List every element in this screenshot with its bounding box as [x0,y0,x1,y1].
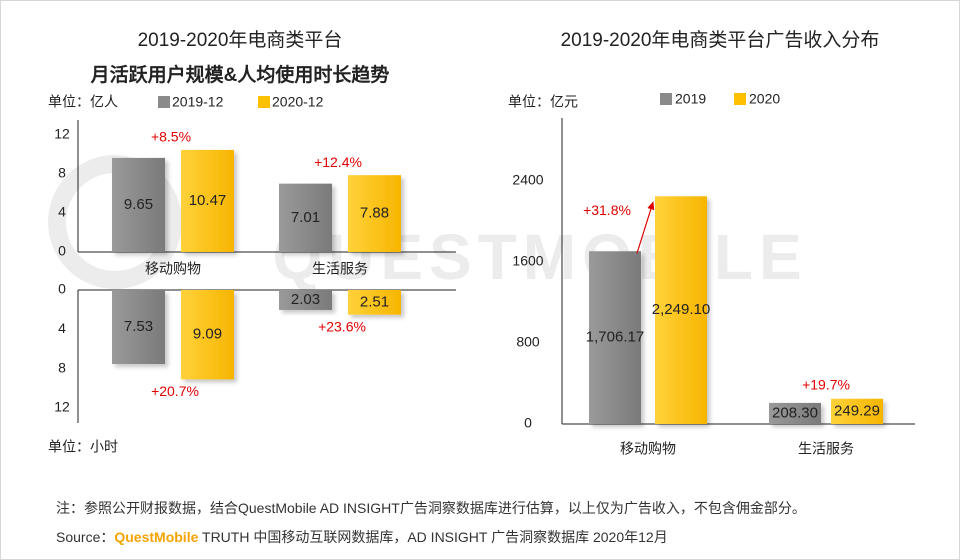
right-growth-arrow [636,201,655,254]
left-lower-tick-label: 8 [58,359,66,375]
right-tick-label: 0 [524,415,532,431]
footnote: 注：参照公开财报数据，结合QuestMobile AD INSIGHT广告洞察数… [56,498,806,518]
right-growth-label: +19.7% [802,376,850,392]
right-data-label-2020: 2,249.10 [652,301,710,318]
right-data-label-2019: 1,706.17 [586,329,644,346]
legend-swatch-2019-12 [158,96,170,108]
left-upper-tick-label: 4 [58,204,66,220]
left-lower-tick-label: 12 [54,399,70,415]
right-bar-2019 [769,402,821,424]
right-growth-label: +31.8% [583,202,631,218]
left-category-label: 移动购物 [145,261,201,277]
right-data-label-2020: 249.29 [834,402,880,419]
upper-data-label-2020-12: 7.88 [360,205,389,222]
lower-bar-2019-12 [279,290,332,310]
lower-data-label-2020-12: 9.09 [193,326,222,343]
right-tick-label: 1600 [512,253,543,269]
lower-growth-label: +23.6% [318,318,366,334]
lower-bar-2020-12 [348,290,401,315]
upper-bar-2020-12 [181,149,234,252]
upper-bar-2020-12 [348,175,401,252]
lower-data-label-2020-12: 2.51 [360,293,389,310]
upper-bar-2019-12 [279,183,332,252]
left-upper-tick-label: 0 [58,243,66,259]
legend-swatch-2019 [660,93,672,105]
right-category-label: 生活服务 [798,441,854,457]
lower-data-label-2019-12: 2.03 [291,291,320,308]
source-line: Source：QuestMobile TRUTH 中国移动互联网数据库，AD I… [56,527,668,547]
legend-label-2019: 2019 [675,91,706,107]
lower-data-label-2019-12: 7.53 [124,318,153,335]
left-chart-title-line1: 2019-2020年电商类平台 [138,29,343,51]
legend-swatch-2020-12 [258,96,270,108]
right-data-label-2019: 208.30 [772,404,818,421]
right-tick-label: 2400 [512,172,543,188]
left-upper-tick-label: 12 [54,126,70,142]
right-tick-label: 800 [516,334,540,350]
right-unit-label: 单位：亿元 [508,94,578,110]
left-lower-tick-label: 4 [58,320,66,336]
source-rest: TRUTH 中国移动互联网数据库，AD INSIGHT 广告洞察数据库 2020… [198,529,668,545]
left-lower-unit-label: 单位：小时 [48,439,118,455]
legend-swatch-2020 [734,93,746,105]
left-upper-tick-label: 8 [58,165,66,181]
right-bar-2020 [831,398,883,424]
upper-growth-label: +12.4% [314,154,362,170]
upper-data-label-2019-12: 7.01 [291,209,320,226]
upper-data-label-2019-12: 9.65 [124,196,153,213]
right-category-label: 移动购物 [620,441,676,457]
legend-label-2019-12: 2019-12 [172,94,224,110]
source-brand: QuestMobile [114,529,199,545]
upper-growth-label: +8.5% [151,129,191,145]
legend-label-2020-12: 2020-12 [272,94,324,110]
right-bar-2019 [589,251,641,424]
left-chart-title-line2: 月活跃用户规模&人均使用时长趋势 [90,63,390,86]
lower-bar-2020-12 [181,290,234,380]
source-prefix: Source： [56,529,115,545]
left-category-label: 生活服务 [312,261,368,277]
lower-bar-2019-12 [112,290,165,365]
lower-growth-label: +20.7% [151,383,199,399]
right-bar-2020 [655,196,707,424]
legend-label-2020: 2020 [749,91,780,107]
footnote-text: 注：参照公开财报数据，结合QuestMobile AD INSIGHT广告洞察数… [56,500,806,516]
upper-bar-2019-12 [112,157,165,252]
left-lower-tick-label: 0 [58,281,66,297]
left-upper-unit-label: 单位：亿人 [48,94,118,110]
right-chart-title: 2019-2020年电商类平台广告收入分布 [561,29,880,51]
upper-data-label-2020-12: 10.47 [189,192,227,209]
